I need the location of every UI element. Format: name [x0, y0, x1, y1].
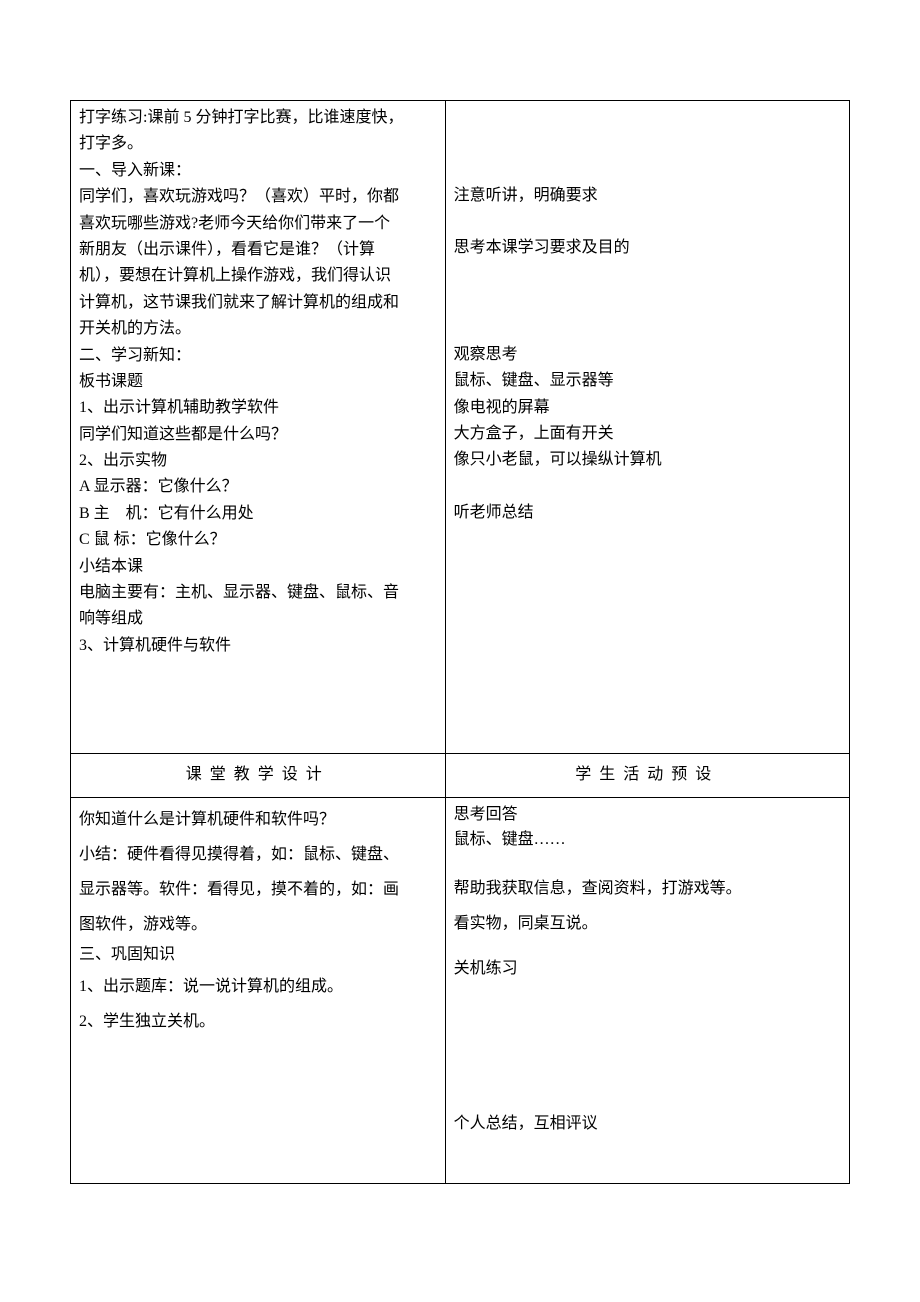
text-line: 大方盒子，上面有开关 [454, 421, 841, 447]
text-line: 一、导入新课： [79, 158, 437, 184]
text-line: 显示器等。软件：看得见，摸不着的，如：画 [79, 872, 437, 907]
document-page: 打字练习:课前 5 分钟打字比赛，比谁速度快， 打字多。 一、导入新课： 同学们… [0, 0, 920, 1244]
spacer [79, 1039, 437, 1179]
text-line: 你知道什么是计算机硬件和软件吗？ [79, 802, 437, 837]
spacer [79, 659, 437, 749]
spacer [454, 262, 841, 342]
text-line: 个人总结，互相评议 [454, 1106, 841, 1141]
text-line: B 主 机：它有什么用处 [79, 501, 437, 527]
column-header-left: 课堂教学设计 [71, 754, 446, 797]
text-line: 思考回答 [454, 802, 841, 828]
lesson-plan-table: 打字练习:课前 5 分钟打字比赛，比谁速度快， 打字多。 一、导入新课： 同学们… [70, 100, 850, 1184]
spacer [454, 474, 841, 500]
text-line: 打字多。 [79, 131, 437, 157]
text-line: 看实物，同桌互说。 [454, 906, 841, 941]
table-row: 打字练习:课前 5 分钟打字比赛，比谁速度快， 打字多。 一、导入新课： 同学们… [71, 101, 850, 754]
text-line: 2、学生独立关机。 [79, 1004, 437, 1039]
text-line: 板书课题 [79, 369, 437, 395]
text-line: 2、出示实物 [79, 448, 437, 474]
text-line: 打字练习:课前 5 分钟打字比赛，比谁速度快， [79, 105, 437, 131]
text-line: 1、出示计算机辅助教学软件 [79, 395, 437, 421]
text-line: 新朋友（出示课件），看看它是谁？（计算 [79, 237, 437, 263]
text-line: 同学们知道这些都是什么吗？ [79, 422, 437, 448]
text-line: A 显示器：它像什么？ [79, 474, 437, 500]
spacer [454, 853, 841, 871]
text-line: 响等组成 [79, 606, 437, 632]
student-activity-cell: 思考回答 鼠标、键盘…… 帮助我获取信息，查阅资料，打游戏等。 看实物，同桌互说… [445, 797, 849, 1184]
text-line: 1、出示题库：说一说计算机的组成。 [79, 969, 437, 1004]
text-line: C 鼠 标：它像什么？ [79, 527, 437, 553]
text-line: 像只小老鼠，可以操纵计算机 [454, 447, 841, 473]
text-line: 计算机，这节课我们就来了解计算机的组成和 [79, 290, 437, 316]
text-line: 帮助我获取信息，查阅资料，打游戏等。 [454, 871, 841, 906]
text-line: 注意听讲，明确要求 [454, 183, 841, 209]
text-line: 像电视的屏幕 [454, 395, 841, 421]
table-row: 你知道什么是计算机硬件和软件吗？ 小结：硬件看得见摸得着，如：鼠标、键盘、 显示… [71, 797, 850, 1184]
text-line: 电脑主要有：主机、显示器、键盘、鼠标、音 [79, 580, 437, 606]
text-line: 小结：硬件看得见摸得着，如：鼠标、键盘、 [79, 837, 437, 872]
text-line: 喜欢玩哪些游戏?老师今天给你们带来了一个 [79, 211, 437, 237]
spacer [454, 941, 841, 951]
text-line: 二、学习新知： [79, 343, 437, 369]
text-line: 听老师总结 [454, 500, 841, 526]
text-line: 机），要想在计算机上操作游戏，我们得认识 [79, 263, 437, 289]
spacer [454, 986, 841, 1106]
text-line: 图软件，游戏等。 [79, 907, 437, 942]
text-line: 小结本课 [79, 554, 437, 580]
student-activity-cell: 注意听讲，明确要求 思考本课学习要求及目的 观察思考 鼠标、键盘、显示器等 像电… [445, 101, 849, 754]
text-line: 3、计算机硬件与软件 [79, 633, 437, 659]
text-line: 思考本课学习要求及目的 [454, 235, 841, 261]
text-line: 关机练习 [454, 951, 841, 986]
text-line: 观察思考 [454, 342, 841, 368]
spacer [454, 105, 841, 183]
text-line: 鼠标、键盘…… [454, 827, 841, 853]
text-line: 同学们，喜欢玩游戏吗？（喜欢）平时，你都 [79, 184, 437, 210]
table-row: 课堂教学设计 学生活动预设 [71, 754, 850, 797]
spacer [454, 209, 841, 235]
teaching-design-cell: 你知道什么是计算机硬件和软件吗？ 小结：硬件看得见摸得着，如：鼠标、键盘、 显示… [71, 797, 446, 1184]
text-line: 鼠标、键盘、显示器等 [454, 368, 841, 394]
text-line: 三、巩固知识 [79, 942, 437, 968]
column-header-right: 学生活动预设 [445, 754, 849, 797]
text-line: 开关机的方法。 [79, 316, 437, 342]
teaching-design-cell: 打字练习:课前 5 分钟打字比赛，比谁速度快， 打字多。 一、导入新课： 同学们… [71, 101, 446, 754]
